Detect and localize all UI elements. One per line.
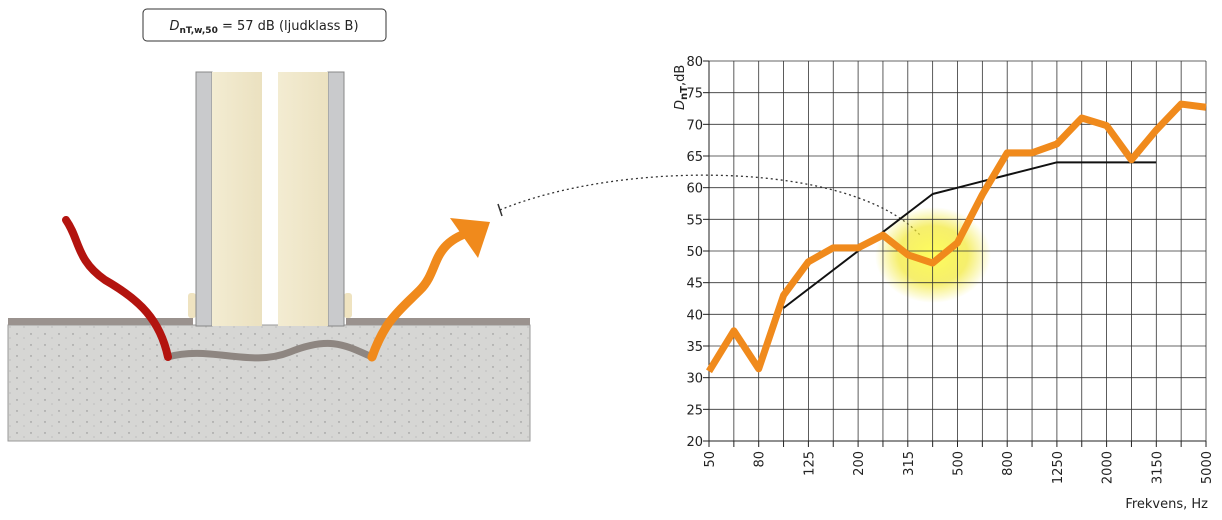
x-tick-label: 500 [952, 451, 967, 476]
y-tick-label: 40 [686, 308, 703, 323]
y-label-subscript: nT [679, 86, 690, 100]
series-line [706, 100, 1207, 374]
x-tick-label: 315 [902, 451, 917, 476]
y-label-unit: ,dB [673, 65, 688, 86]
y-tick-label: 65 [686, 150, 703, 165]
x-tick-label: 800 [1001, 451, 1016, 476]
y-tick-label: 25 [686, 403, 703, 418]
annotation-text: = 57 dB (ljudklass B) [218, 19, 359, 34]
y-tick-label: 75 [686, 87, 703, 102]
x-axis-label: Frekvens, Hz [1125, 497, 1208, 512]
annotation-symbol: D [169, 19, 179, 34]
x-tick-label: 3150 [1150, 451, 1165, 484]
x-tick-label: 125 [802, 451, 817, 476]
y-axis-label: DnT,dB [673, 65, 690, 110]
y-tick-label: 60 [686, 182, 703, 197]
y-tick-label: 35 [686, 340, 703, 355]
y-tick-label: 45 [686, 277, 703, 292]
y-tick-label: 30 [686, 372, 703, 387]
y-label-symbol: D [673, 100, 688, 110]
y-tick-label: 20 [686, 435, 703, 450]
series-line [782, 161, 1157, 309]
x-tick-label: 50 [703, 451, 718, 468]
illustration [7, 71, 921, 442]
y-tick-label: 80 [686, 55, 703, 70]
annotation-subscript: nT,w,50 [179, 26, 217, 36]
y-tick-label: 50 [686, 245, 703, 260]
x-tick-label: 80 [753, 451, 768, 468]
x-tick-label: 1250 [1051, 451, 1066, 484]
annotation-box [142, 8, 387, 42]
plot: 20 25 30 35 40 45 50 55 60 65 70 75 80 50 80 125 200 315 5… [686, 55, 1215, 484]
x-tick-label: 5000 [1200, 451, 1215, 484]
x-tick-label: 2000 [1101, 451, 1116, 484]
x-tick-label: 200 [852, 451, 867, 476]
y-tick-label: 55 [686, 213, 703, 228]
annotation: DnT,w,50 = 57 dB (ljudklass B) [169, 19, 358, 36]
y-tick-label: 70 [686, 118, 703, 133]
